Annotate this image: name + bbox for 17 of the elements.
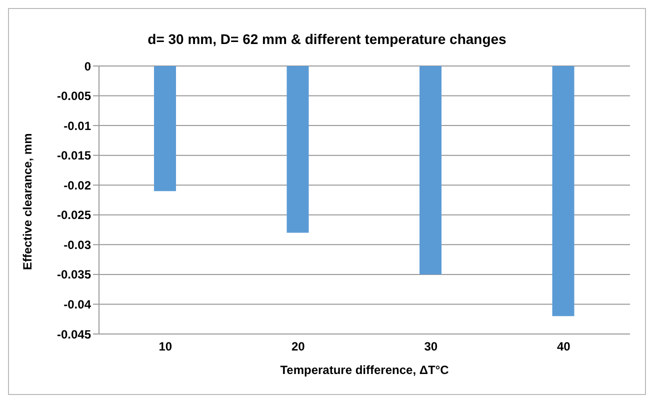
y-tick-label: -0.035 — [56, 268, 92, 282]
y-tick-label: -0.03 — [64, 238, 92, 252]
x-tick-label: 10 — [158, 340, 172, 354]
y-axis-title: Effective clearance, mm — [20, 133, 34, 270]
y-tick-label: -0.005 — [56, 89, 92, 104]
y-tick-label: -0.045 — [56, 327, 92, 342]
y-tick-label: -0.015 — [56, 148, 92, 163]
x-tick-label: 40 — [556, 340, 571, 354]
y-tick-label: -0.04 — [64, 297, 92, 312]
x-tick-label: 30 — [424, 340, 438, 354]
chart-title: d= 30 mm, D= 62 mm & different temperature changes — [146, 31, 508, 47]
y-tick-label: 0 — [84, 59, 92, 74]
x-axis-title: Temperature difference, ΔT°C — [280, 363, 450, 377]
x-tick-label: 20 — [291, 340, 306, 354]
y-tick-label: -0.025 — [56, 208, 92, 222]
y-tick-label: -0.02 — [64, 178, 92, 192]
y-tick-label: -0.01 — [64, 118, 92, 133]
